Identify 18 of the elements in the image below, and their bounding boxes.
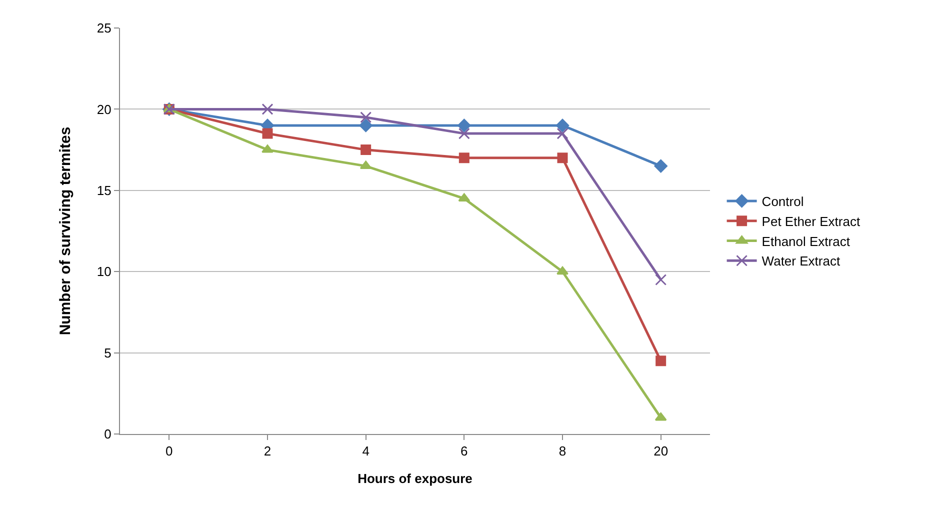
legend-label: Ethanol Extract	[762, 234, 850, 249]
legend-label: Control	[762, 194, 804, 210]
x-axis-title: Hours of exposure	[358, 471, 472, 486]
y-tick-label: 0	[104, 426, 112, 442]
y-axis-title: Number of surviving termites	[57, 126, 74, 336]
x-tick-label: 0	[166, 444, 173, 459]
x-tick-label: 4	[362, 444, 370, 459]
legend-label: Water Extract	[762, 254, 840, 269]
y-tick-label: 5	[104, 345, 112, 360]
y-tick-label: 15	[96, 182, 112, 198]
x-tick-label: 20	[654, 444, 668, 459]
x-tick-label: 8	[558, 444, 566, 459]
legend-label: Pet Ether Extract	[762, 214, 860, 229]
x-tick-label: 2	[264, 444, 272, 459]
y-tick-label: 10	[96, 264, 112, 280]
y-tick-label: 20	[96, 102, 112, 117]
y-tick-label: 25	[96, 20, 112, 36]
x-tick-label: 6	[460, 444, 468, 459]
